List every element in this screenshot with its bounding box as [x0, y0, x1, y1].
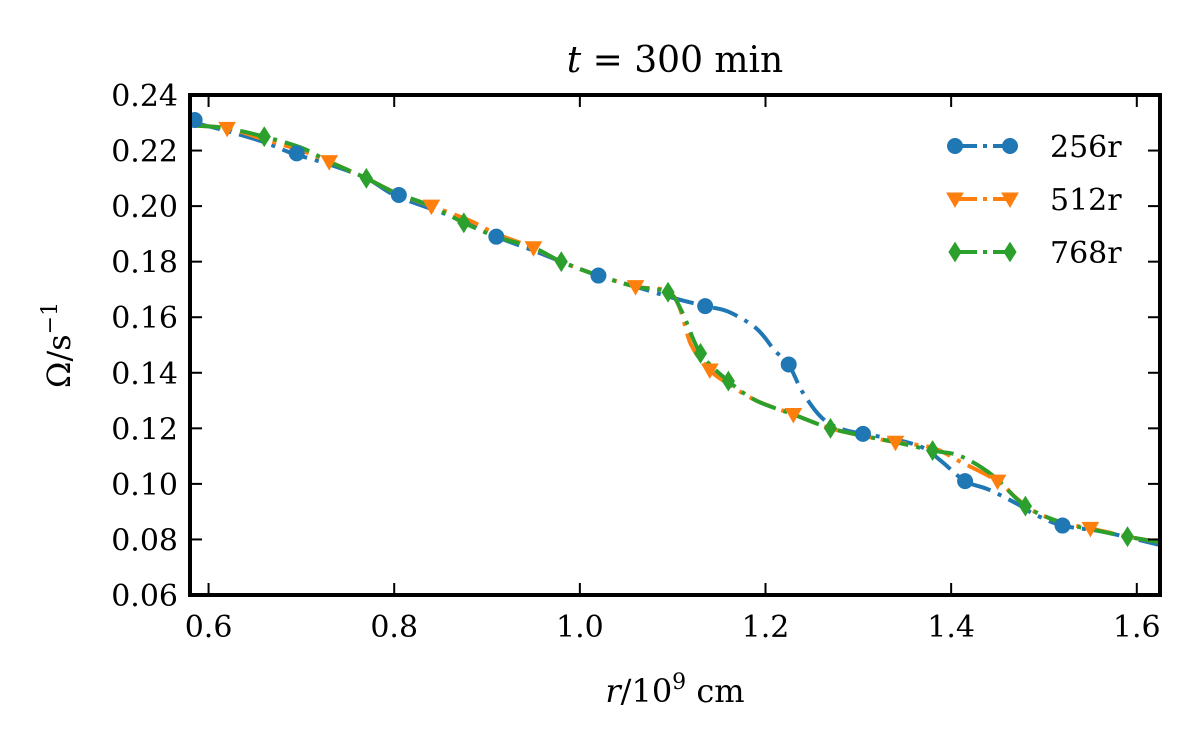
- series-line-256r: [194, 120, 1160, 547]
- legend-marker-256r: [1002, 138, 1018, 154]
- data-point-768r: [359, 167, 373, 189]
- data-point-768r: [925, 440, 940, 461]
- data-point-256r: [288, 145, 305, 162]
- legend-marker-256r: [947, 138, 963, 154]
- x-tick-label: 1.0: [556, 610, 604, 645]
- legend-marker-512r: [1001, 192, 1019, 209]
- data-point-512r: [320, 155, 339, 171]
- x-axis: 0.6 0.8 1.0 1.2 1.4 1.6: [185, 95, 1161, 645]
- legend-marker-768r: [948, 241, 962, 263]
- x-tick-label: 0.6: [185, 610, 233, 645]
- data-point-512r: [886, 435, 905, 452]
- data-point-768r: [257, 126, 271, 148]
- data-point-256r: [590, 267, 607, 284]
- legend-marker-768r: [1003, 241, 1017, 263]
- y-tick-label: 0.16: [111, 301, 178, 336]
- data-point-768r: [661, 281, 675, 303]
- data-point-512r: [784, 407, 803, 424]
- y-tick-label: 0.20: [111, 190, 178, 225]
- series-line-512r: [194, 123, 1160, 545]
- data-point-768r: [693, 342, 708, 364]
- legend: 256r 512r 768r: [946, 130, 1122, 271]
- data-point-768r: [1018, 495, 1032, 517]
- data-point-256r: [957, 473, 974, 490]
- legend-label-256r: 256r: [1050, 130, 1122, 165]
- data-point-512r: [1081, 521, 1100, 538]
- series-lines: [194, 120, 1160, 547]
- x-tick-label: 1.2: [742, 610, 790, 645]
- data-point-512r: [218, 121, 236, 138]
- y-tick-label: 0.14: [111, 357, 178, 392]
- data-point-256r: [780, 356, 797, 373]
- data-point-512r: [524, 241, 543, 257]
- x-tick-label: 0.8: [370, 610, 418, 645]
- data-point-512r: [626, 280, 645, 296]
- y-tick-label: 0.22: [111, 135, 178, 170]
- y-axis: 0.06 0.08 0.10 0.12 0.14 0.16 0.18 0.20 0.22 0.24: [111, 79, 1160, 614]
- y-tick-label: 0.18: [111, 246, 178, 281]
- y-tick-label: 0.08: [111, 523, 178, 558]
- series-line-768r: [194, 123, 1160, 545]
- data-point-512r: [422, 199, 441, 216]
- data-point-512r: [700, 363, 719, 380]
- data-point-768r: [554, 251, 568, 273]
- data-point-256r: [390, 187, 407, 203]
- series-markers: [190, 112, 1135, 548]
- x-tick-label: 1.6: [1113, 610, 1161, 645]
- y-tick-label: 0.10: [111, 468, 178, 503]
- y-tick-label: 0.06: [111, 579, 178, 614]
- data-point-256r: [190, 112, 203, 128]
- y-axis-label: Ω/s−1: [38, 302, 78, 388]
- legend-label-512r: 512r: [1050, 183, 1122, 218]
- data-point-256r: [488, 228, 505, 245]
- legend-label-768r: 768r: [1050, 236, 1122, 271]
- data-point-768r: [457, 212, 471, 234]
- data-point-768r: [721, 370, 735, 392]
- data-point-512r: [988, 474, 1007, 491]
- x-tick-label: 1.4: [927, 610, 975, 645]
- data-point-256r: [854, 425, 871, 442]
- plot-frame: [188, 93, 1162, 597]
- chart-title: t = 300 min: [567, 40, 784, 81]
- x-axis-label: r/109 cm: [605, 670, 744, 710]
- y-tick-label: 0.24: [111, 79, 178, 114]
- data-point-256r: [697, 298, 714, 315]
- data-point-768r: [823, 417, 838, 439]
- legend-marker-512r: [946, 192, 964, 209]
- data-point-256r: [1054, 517, 1071, 534]
- data-point-768r: [1120, 526, 1135, 548]
- y-tick-label: 0.12: [111, 412, 178, 447]
